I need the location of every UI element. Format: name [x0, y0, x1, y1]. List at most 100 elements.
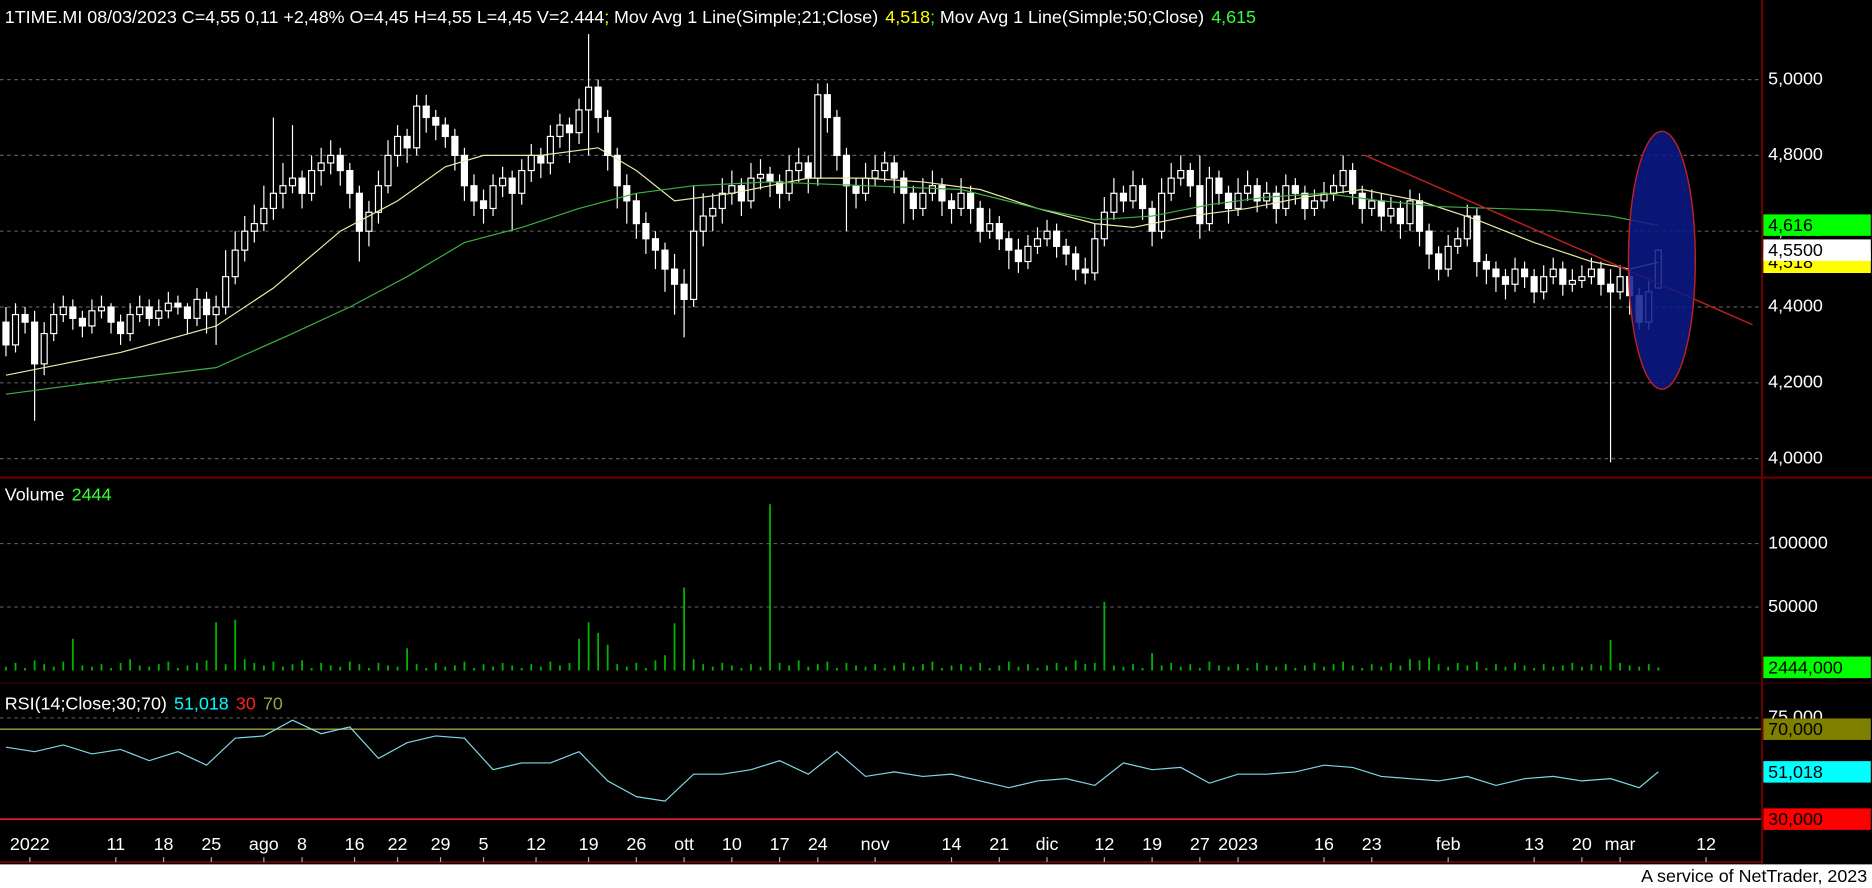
candle-body	[432, 116, 440, 126]
volume-bar	[482, 664, 485, 671]
candle-body	[1568, 279, 1576, 285]
candle-body	[1024, 245, 1032, 263]
candle-body	[1444, 245, 1452, 270]
x-tick-label: 16	[345, 834, 365, 854]
candle-body	[1196, 185, 1204, 225]
candle-body	[1377, 200, 1385, 217]
volume-bar	[52, 666, 55, 671]
volume-bar	[415, 664, 418, 671]
volume-bar	[262, 665, 265, 671]
volume-bar	[1342, 661, 1345, 671]
x-tick-label: 22	[388, 834, 408, 854]
x-tick-label: 2022	[10, 834, 50, 854]
volume-bar	[836, 667, 838, 671]
candle-body	[1396, 207, 1405, 225]
volume-bar	[33, 660, 36, 671]
volume-bar	[1160, 665, 1163, 671]
volume-bar	[1265, 665, 1268, 671]
candle-body	[604, 116, 612, 156]
volume-bar	[110, 667, 112, 671]
volume-bar	[310, 667, 313, 671]
rsi-line	[5, 719, 1659, 802]
candle-body	[97, 306, 106, 312]
volume-bar	[129, 659, 132, 671]
candle-body	[1291, 185, 1299, 194]
volume-bar	[1542, 664, 1545, 671]
panel-title: RSI(14;Close;30;70)	[5, 693, 167, 713]
moving-average	[5, 147, 1659, 376]
volume-bar	[635, 662, 638, 671]
volume-bar	[157, 664, 160, 671]
candle-body	[1368, 200, 1376, 210]
volume-bar	[91, 666, 93, 671]
volume-bar	[988, 667, 991, 671]
y-tick-label: 4,8000	[1768, 144, 1823, 164]
candle-body	[1244, 185, 1252, 194]
price-marker-label: 70,000	[1768, 719, 1823, 739]
volume-bar	[396, 666, 399, 671]
panel-title-value: 2444	[72, 484, 112, 504]
x-tick-label: 24	[808, 834, 828, 854]
volume-bar	[998, 665, 1001, 671]
volume-bar	[855, 665, 857, 671]
candle-body	[938, 185, 946, 202]
x-tick-label: 19	[1142, 834, 1162, 854]
candle-body	[479, 200, 488, 210]
candle-body	[451, 135, 459, 156]
volume-bar	[1294, 667, 1297, 671]
candle-body	[1473, 215, 1481, 263]
volume-bar	[167, 661, 170, 671]
x-tick-label: 21	[989, 834, 1009, 854]
candle-body	[1081, 268, 1089, 274]
x-tick-label: 10	[722, 834, 742, 854]
candle-body	[556, 124, 564, 138]
price-marker-label: 51,018	[1768, 762, 1823, 782]
volume-bar	[339, 666, 342, 671]
volume-bar	[1122, 666, 1125, 671]
candle-body	[651, 238, 660, 251]
candle-body	[1053, 230, 1061, 247]
volume-bar	[1628, 665, 1631, 671]
volume-bar	[224, 664, 227, 671]
candle-body	[308, 169, 316, 194]
candle-body	[11, 313, 20, 346]
candle-body	[1043, 230, 1051, 240]
candle-body	[260, 207, 268, 225]
price-marker	[1763, 808, 1871, 830]
volume-bar	[1313, 662, 1316, 671]
candle-body	[107, 306, 115, 323]
candle-body	[1177, 169, 1185, 179]
candle-body	[670, 268, 679, 285]
x-tick-label: 12	[1094, 834, 1114, 854]
candle-body	[155, 310, 163, 319]
volume-bar	[960, 664, 962, 671]
volume-bar	[425, 667, 428, 671]
panel-title-value: 51,018	[174, 693, 229, 713]
candle-body	[88, 310, 96, 327]
volume-bar	[1046, 665, 1048, 671]
candle-body	[1559, 268, 1567, 285]
volume-bar	[1370, 664, 1373, 671]
candle-body	[804, 162, 812, 179]
volume-bar	[559, 665, 561, 671]
volume-bar	[654, 660, 657, 671]
candle-body	[680, 283, 688, 301]
candle-body	[460, 154, 469, 187]
volume-bar	[826, 661, 829, 671]
candle-body	[1454, 238, 1462, 247]
candle-body	[1100, 211, 1108, 240]
volume-bar	[368, 667, 370, 671]
footer-strip	[0, 864, 1872, 888]
candle-body	[489, 185, 497, 210]
price-marker	[1763, 718, 1871, 740]
volume-bar	[1179, 666, 1182, 671]
volume-bar	[769, 504, 771, 671]
candle-body	[1224, 192, 1233, 210]
candle-body	[346, 169, 354, 194]
x-tick-label: 5	[479, 834, 489, 854]
volume-bar	[750, 664, 752, 671]
x-tick-label: 12	[1696, 834, 1716, 854]
volume-bar	[1074, 660, 1077, 671]
volume-bar	[807, 666, 810, 671]
x-tick-label: 20	[1572, 834, 1592, 854]
